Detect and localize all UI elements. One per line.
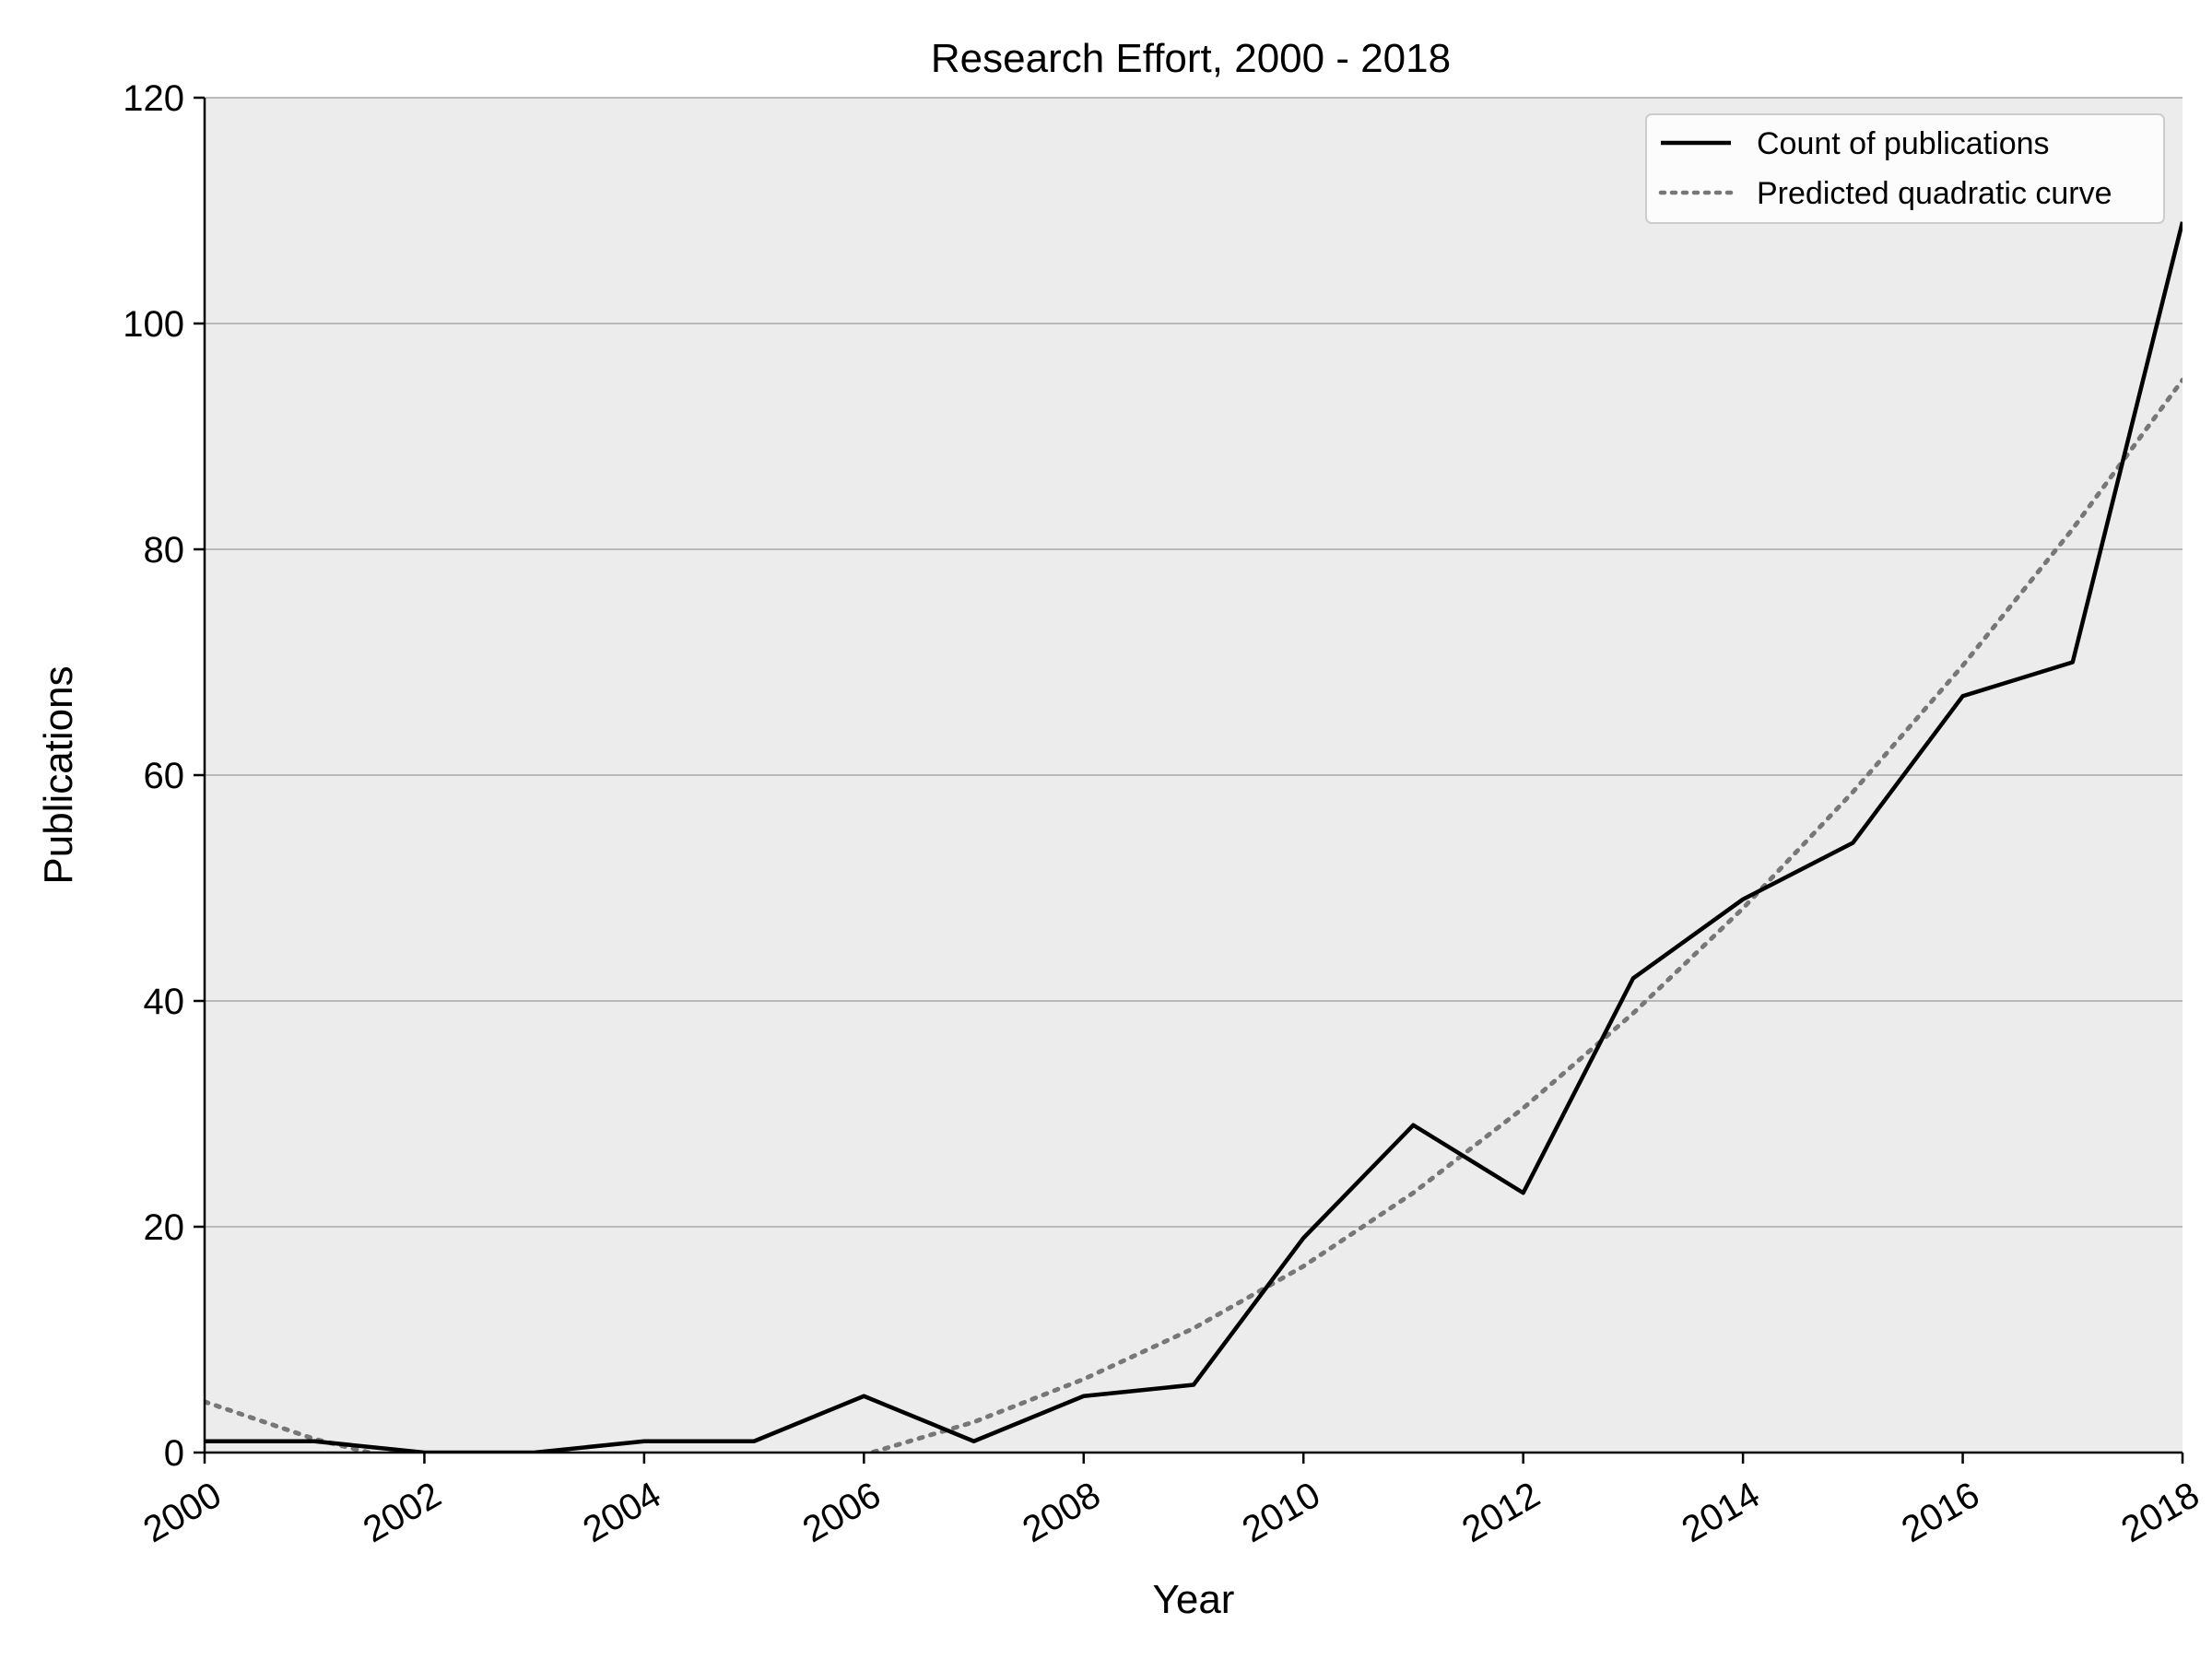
y-tick-label: 40	[144, 982, 185, 1022]
y-tick-label: 80	[144, 530, 185, 571]
x-axis-label: Year	[1153, 1577, 1235, 1622]
series-lines	[205, 221, 2183, 1453]
legend: Count of publications Predicted quadrati…	[1645, 113, 2165, 224]
legend-box	[1645, 113, 2165, 224]
legend-label-count: Count of publications	[1757, 126, 2050, 161]
x-tick-label: 2016	[1895, 1475, 1986, 1551]
grid-lines	[205, 97, 2183, 1228]
y-tick-label: 20	[144, 1207, 185, 1248]
x-tick-label: 2002	[357, 1475, 448, 1551]
x-tick-label: 2010	[1236, 1475, 1327, 1551]
y-tick-label: 0	[164, 1433, 184, 1474]
series-line-predicted-quadratic	[205, 377, 2183, 1453]
chart-title: Research Effort, 2000 - 2018	[931, 36, 1451, 81]
series-line-count-of-publications	[205, 221, 2183, 1453]
y-tick-label: 100	[123, 304, 184, 345]
x-tick-label: 2018	[2114, 1475, 2206, 1551]
x-tick-label: 2006	[796, 1475, 888, 1551]
y-tick-label: 60	[144, 756, 185, 796]
x-tick-label: 2008	[1016, 1475, 1107, 1551]
y-tick-label: 120	[123, 78, 184, 119]
x-tick-label: 2014	[1676, 1475, 1767, 1551]
y-axis-label: Publications	[36, 665, 81, 884]
x-axis-ticks: 2000 2002 2004 2006 2008 2010 2012 2014 2016 2018	[136, 1453, 2206, 1550]
y-axis-ticks: 0 20 40 60 80 100 120	[123, 78, 205, 1474]
x-tick-label: 2000	[136, 1475, 228, 1551]
x-tick-label: 2004	[576, 1475, 667, 1551]
legend-label-predicted: Predicted quadratic curve	[1757, 176, 2112, 211]
x-tick-label: 2012	[1455, 1475, 1547, 1551]
